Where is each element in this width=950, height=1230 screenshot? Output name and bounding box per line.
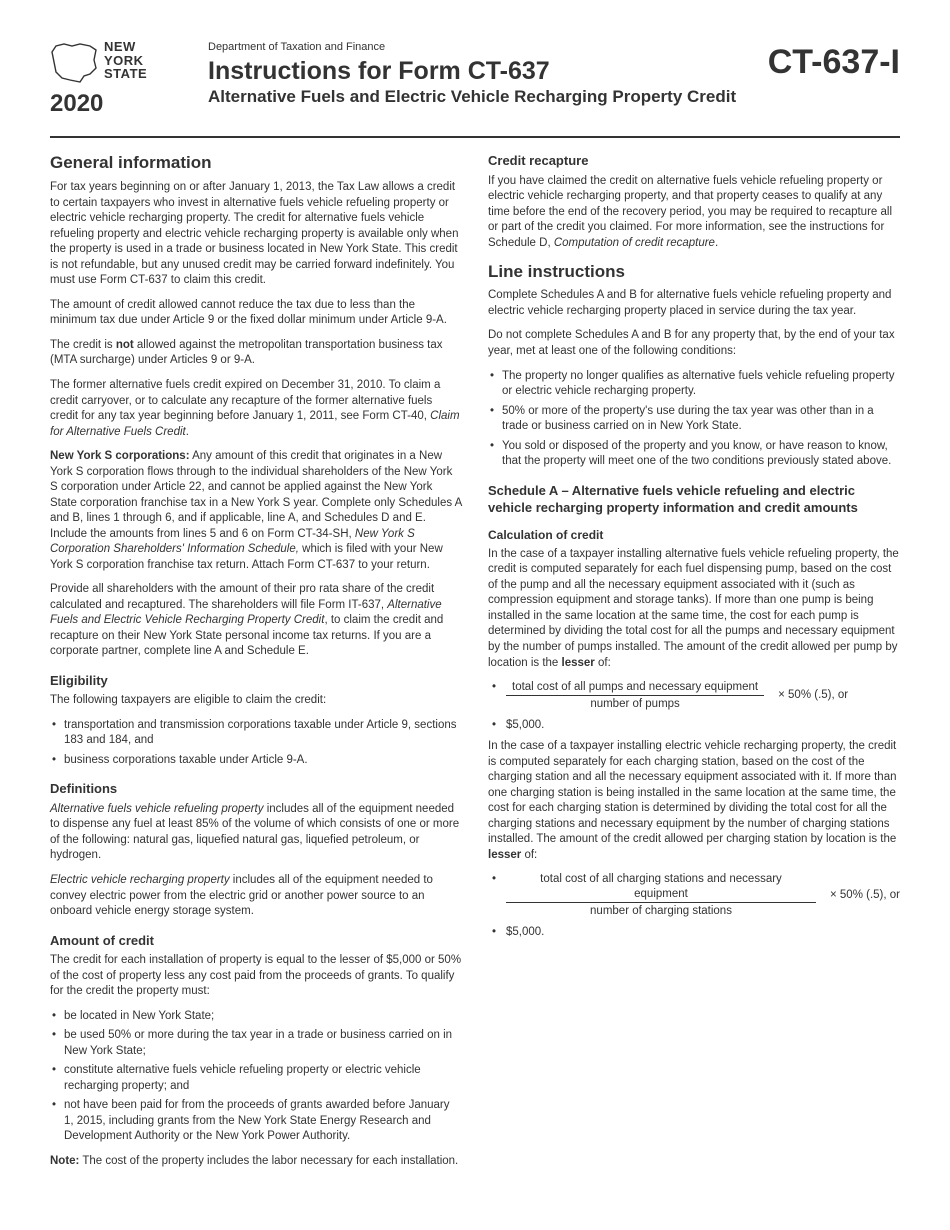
right-column: Credit recapture If you have claimed the… [488,152,900,1178]
paragraph: The following taxpayers are eligible to … [50,693,462,709]
text: . [715,237,718,249]
department-line: Department of Taxation and Finance [208,40,750,55]
heading-eligibility: Eligibility [50,672,462,690]
document-subtitle: Alternative Fuels and Electric Vehicle R… [208,87,750,107]
two-column-layout: General information For tax years beginn… [50,152,900,1178]
text-bold: lesser [488,849,521,861]
paragraph: For tax years beginning on or after Janu… [50,180,462,289]
list-item: $5,000. [488,718,900,734]
heading-schedule-a: Schedule A – Alternative fuels vehicle r… [488,482,900,517]
fraction-numerator: total cost of all charging stations and … [506,872,816,902]
fraction: total cost of all pumps and necessary eq… [506,680,764,712]
fraction-denominator: number of charging stations [506,902,816,918]
logo-line-1: NEW [104,40,147,54]
heading-general-information: General information [50,152,462,175]
nys-outline-icon [50,40,98,86]
heading-amount-of-credit: Amount of credit [50,932,462,950]
heading-definitions: Definitions [50,780,462,798]
text-bold: lesser [562,657,595,669]
paragraph: The former alternative fuels credit expi… [50,378,462,440]
paragraph: The amount of credit allowed cannot redu… [50,298,462,329]
paragraph: In the case of a taxpayer installing ele… [488,739,900,863]
paragraph: Do not complete Schedules A and B for an… [488,328,900,359]
left-column: General information For tax years beginn… [50,152,462,1178]
heading-calculation: Calculation of credit [488,527,900,543]
form-code: CT-637-I [768,40,900,86]
paragraph: Electric vehicle recharging property inc… [50,873,462,920]
list-item: be used 50% or more during the tax year … [50,1028,462,1059]
list-item: 50% or more of the property's use during… [488,404,900,435]
text: Any amount of this credit that originate… [50,450,462,540]
text-bold: not [116,339,134,351]
heading-line-instructions: Line instructions [488,261,900,284]
heading-credit-recapture: Credit recapture [488,152,900,170]
formula-tail: × 50% (.5), or [778,688,848,704]
fraction: total cost of all charging stations and … [506,872,816,918]
text: The credit is [50,339,116,351]
paragraph: The credit is not allowed against the me… [50,338,462,369]
paragraph: The credit for each installation of prop… [50,953,462,1000]
list-item: The property no longer qualifies as alte… [488,369,900,400]
text: Provide all shareholders with the amount… [50,583,434,611]
formula-bullet: total cost of all charging stations and … [488,872,900,918]
text: . [186,426,189,438]
list-item: You sold or disposed of the property and… [488,439,900,470]
list-item: business corporations taxable under Arti… [50,753,462,769]
amount-list: be located in New York State; be used 50… [50,1009,462,1145]
text-italic: Alternative fuels vehicle refueling prop… [50,803,264,815]
logo-line-3: STATE [104,67,147,81]
text-italic: Electric vehicle recharging property [50,874,230,886]
paragraph: Complete Schedules A and B for alternati… [488,288,900,319]
paragraph: In the case of a taxpayer installing alt… [488,547,900,671]
text-bold: New York S corporations: [50,450,190,462]
fraction-numerator: total cost of all pumps and necessary eq… [506,680,764,695]
formula-bullet: total cost of all pumps and necessary eq… [488,680,900,712]
formula-tail: × 50% (.5), or [830,888,900,904]
paragraph: Alternative fuels vehicle refueling prop… [50,802,462,864]
text: The cost of the property includes the la… [79,1155,458,1167]
fraction-denominator: number of pumps [506,695,764,711]
header-title-block: Department of Taxation and Finance Instr… [208,40,750,107]
text: The former alternative fuels credit expi… [50,379,440,422]
paragraph-note: Note: The cost of the property includes … [50,1154,462,1170]
paragraph: Provide all shareholders with the amount… [50,582,462,660]
conditions-list: The property no longer qualifies as alte… [488,369,900,470]
list-item: be located in New York State; [50,1009,462,1025]
list-item: $5,000. [488,925,900,941]
header-rule [50,136,900,138]
eligibility-list: transportation and transmission corporat… [50,718,462,769]
paragraph: New York S corporations: Any amount of t… [50,449,462,573]
page-header: NEW YORK STATE 2020 Department of Taxati… [50,40,900,120]
document-title: Instructions for Form CT-637 [208,58,750,86]
logo-year: 2020 [50,88,190,120]
text-bold: Note: [50,1155,79,1167]
text: of: [521,849,537,861]
logo-block: NEW YORK STATE 2020 [50,40,190,120]
text: In the case of a taxpayer installing ele… [488,740,896,845]
paragraph: If you have claimed the credit on altern… [488,174,900,252]
text: of: [595,657,611,669]
logo-line-2: YORK [104,54,147,68]
list-item: constitute alternative fuels vehicle ref… [50,1063,462,1094]
list-item: not have been paid for from the proceeds… [50,1098,462,1145]
list-item: transportation and transmission corporat… [50,718,462,749]
text: In the case of a taxpayer installing alt… [488,548,899,669]
text-italic: Computation of credit recapture [554,237,715,249]
